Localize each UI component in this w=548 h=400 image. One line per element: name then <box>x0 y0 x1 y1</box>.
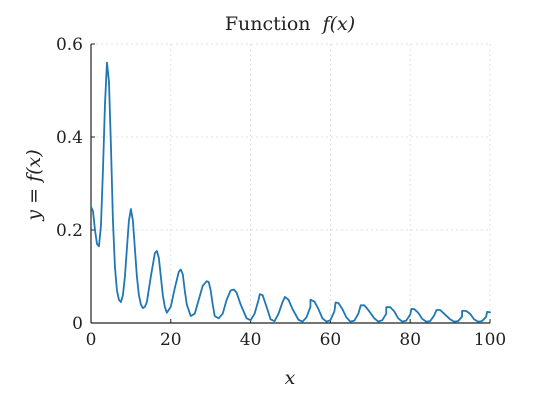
x-tick-label: 100 <box>474 330 506 350</box>
x-tick-label: 20 <box>160 330 182 350</box>
x-axis-label: x <box>285 367 296 389</box>
x-tick-label: 0 <box>86 330 97 350</box>
x-tick-label: 80 <box>399 330 421 350</box>
tick-labels: 0 20 40 60 80 100 0 0.2 0.4 0.6 <box>56 35 506 350</box>
grid <box>91 43 491 323</box>
series-line <box>90 61 491 323</box>
x-tick-label: 40 <box>240 330 262 350</box>
y-axis-label: y = f(x) <box>23 149 45 221</box>
chart-title-prefix: Function <box>225 13 311 35</box>
x-tick-label: 60 <box>320 330 342 350</box>
series-layer <box>90 61 491 323</box>
y-tick-label: 0.6 <box>56 35 83 55</box>
chart-title-math: f(x) <box>321 13 356 35</box>
y-tick-label: 0.2 <box>56 221 83 241</box>
y-tick-label: 0 <box>72 314 83 334</box>
y-tick-label: 0.4 <box>56 128 83 148</box>
chart-title: Function f(x) <box>225 13 355 35</box>
